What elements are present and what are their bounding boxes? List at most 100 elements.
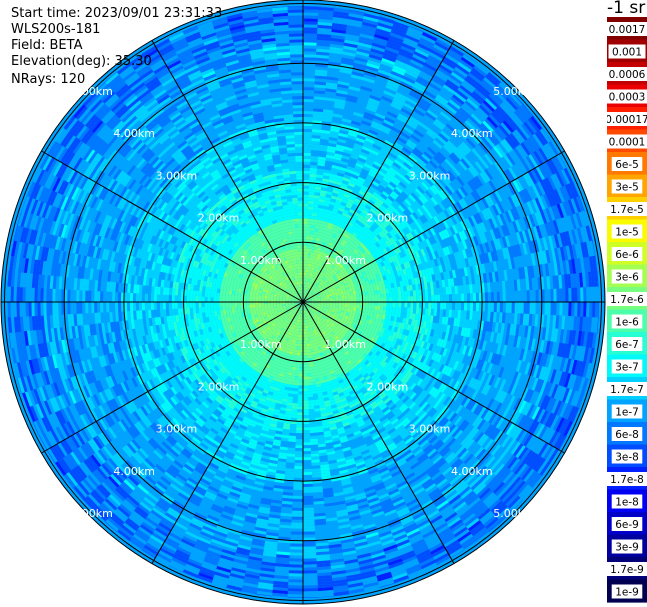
range-gate-cell [303,126,313,129]
range-gate-cell [308,213,313,216]
range-gate-cell [303,90,315,93]
range-gate-cell [303,210,308,213]
range-gate-cell [372,302,375,306]
range-gate-cell [303,84,315,87]
range-gate-cell [305,260,308,263]
range-gate-cell [395,292,398,298]
range-gate-cell [369,302,372,306]
range-gate-cell [381,302,384,307]
range-gate-cell [303,150,312,153]
range-gate-cell [565,302,568,317]
range-gate-cell [434,295,437,303]
range-gate-cell [455,302,458,311]
range-gate-cell [556,302,559,317]
range-gate-cell [494,292,497,303]
range-gate-cell [410,296,413,302]
range-gate-cell [354,296,357,299]
range-gate-cell [303,141,312,144]
range-gate-cell [377,306,380,311]
range-gate-cell [488,292,491,303]
range-gate-cell [303,102,314,105]
range-gate-cell [310,162,318,166]
range-gate-cell [303,10,320,13]
range-gate-cell [303,48,317,51]
range-gate-cell [309,195,315,198]
range-gate-cell [586,302,590,318]
range-gate-cell [303,72,316,75]
range-gate-cell [377,290,381,295]
range-gate-cell [413,308,417,315]
range-gate-cell [562,302,565,317]
range-gate-cell [303,171,310,174]
range-gate-cell [437,302,440,310]
range-gate-cell [303,212,308,215]
range-gate-cell [303,132,313,135]
range-gate-cell [571,302,574,317]
range-gate-cell [488,302,491,313]
range-gate-cell [356,296,359,299]
range-gate-cell [303,144,312,147]
range-gate-cell [473,293,476,303]
range-gate-cell [365,305,368,309]
range-gate-cell [583,302,587,318]
range-gate-cell [303,227,307,230]
range-gate-cell [571,288,574,303]
range-gate-cell [580,287,583,303]
range-gate-cell [386,293,389,298]
range-gate-cell [446,302,449,310]
range-gate-cell [565,288,568,303]
range-gate-cell [310,171,318,175]
range-gate-cell [310,168,318,172]
range-gate-cell [413,302,416,308]
range-gate-cell [595,287,598,304]
range-gate-cell [303,99,314,102]
range-gate-cell [545,289,548,303]
range-gate-cell [458,294,461,303]
range-gate-cell [440,295,443,303]
range-gate-cell [303,138,312,141]
range-gate-cell [416,302,419,309]
range-gate-cell [595,302,598,319]
range-gate-cell [307,222,312,225]
range-gate-cell [446,287,450,295]
range-gate-cell [577,288,580,304]
range-gate-cell [428,309,432,316]
range-gate-cell [308,198,314,201]
range-gate-cell [476,293,479,303]
range-gate-cell [306,233,310,236]
range-gate-cell [568,302,571,317]
range-gate-cell [330,299,333,301]
range-gate-cell [398,307,401,313]
range-gate-cell [434,309,438,317]
range-gate-cell [455,294,458,303]
range-gate-cell [303,186,310,189]
range-gate-cell [589,302,592,318]
range-gate-cell [309,192,315,196]
range-gate-cell [303,54,317,57]
range-gate-cell [371,295,374,299]
range-gate-cell [434,302,437,310]
range-gate-cell [515,291,518,303]
range-gate-cell [310,174,317,178]
range-gate-cell [449,302,452,310]
range-gate-cell [303,45,318,48]
range-gate-cell [497,292,500,303]
range-gate-cell [309,177,316,181]
range-gate-cell [308,207,314,210]
range-gate-cell [303,13,319,16]
range-gate-cell [446,294,449,302]
range-gate-cell [306,248,309,251]
range-gate-cell [428,302,431,309]
range-gate-cell [308,210,313,213]
range-gate-cell [380,306,383,311]
range-gate-cell [574,302,577,318]
range-gate-cell [568,288,571,303]
range-gate-cell [303,7,320,10]
range-gate-cell [342,298,345,301]
range-gate-cell [401,302,404,308]
range-gate-cell [303,218,308,221]
range-gate-cell [413,290,417,297]
range-gate-cell [407,308,410,314]
range-gate-cell [592,302,595,319]
